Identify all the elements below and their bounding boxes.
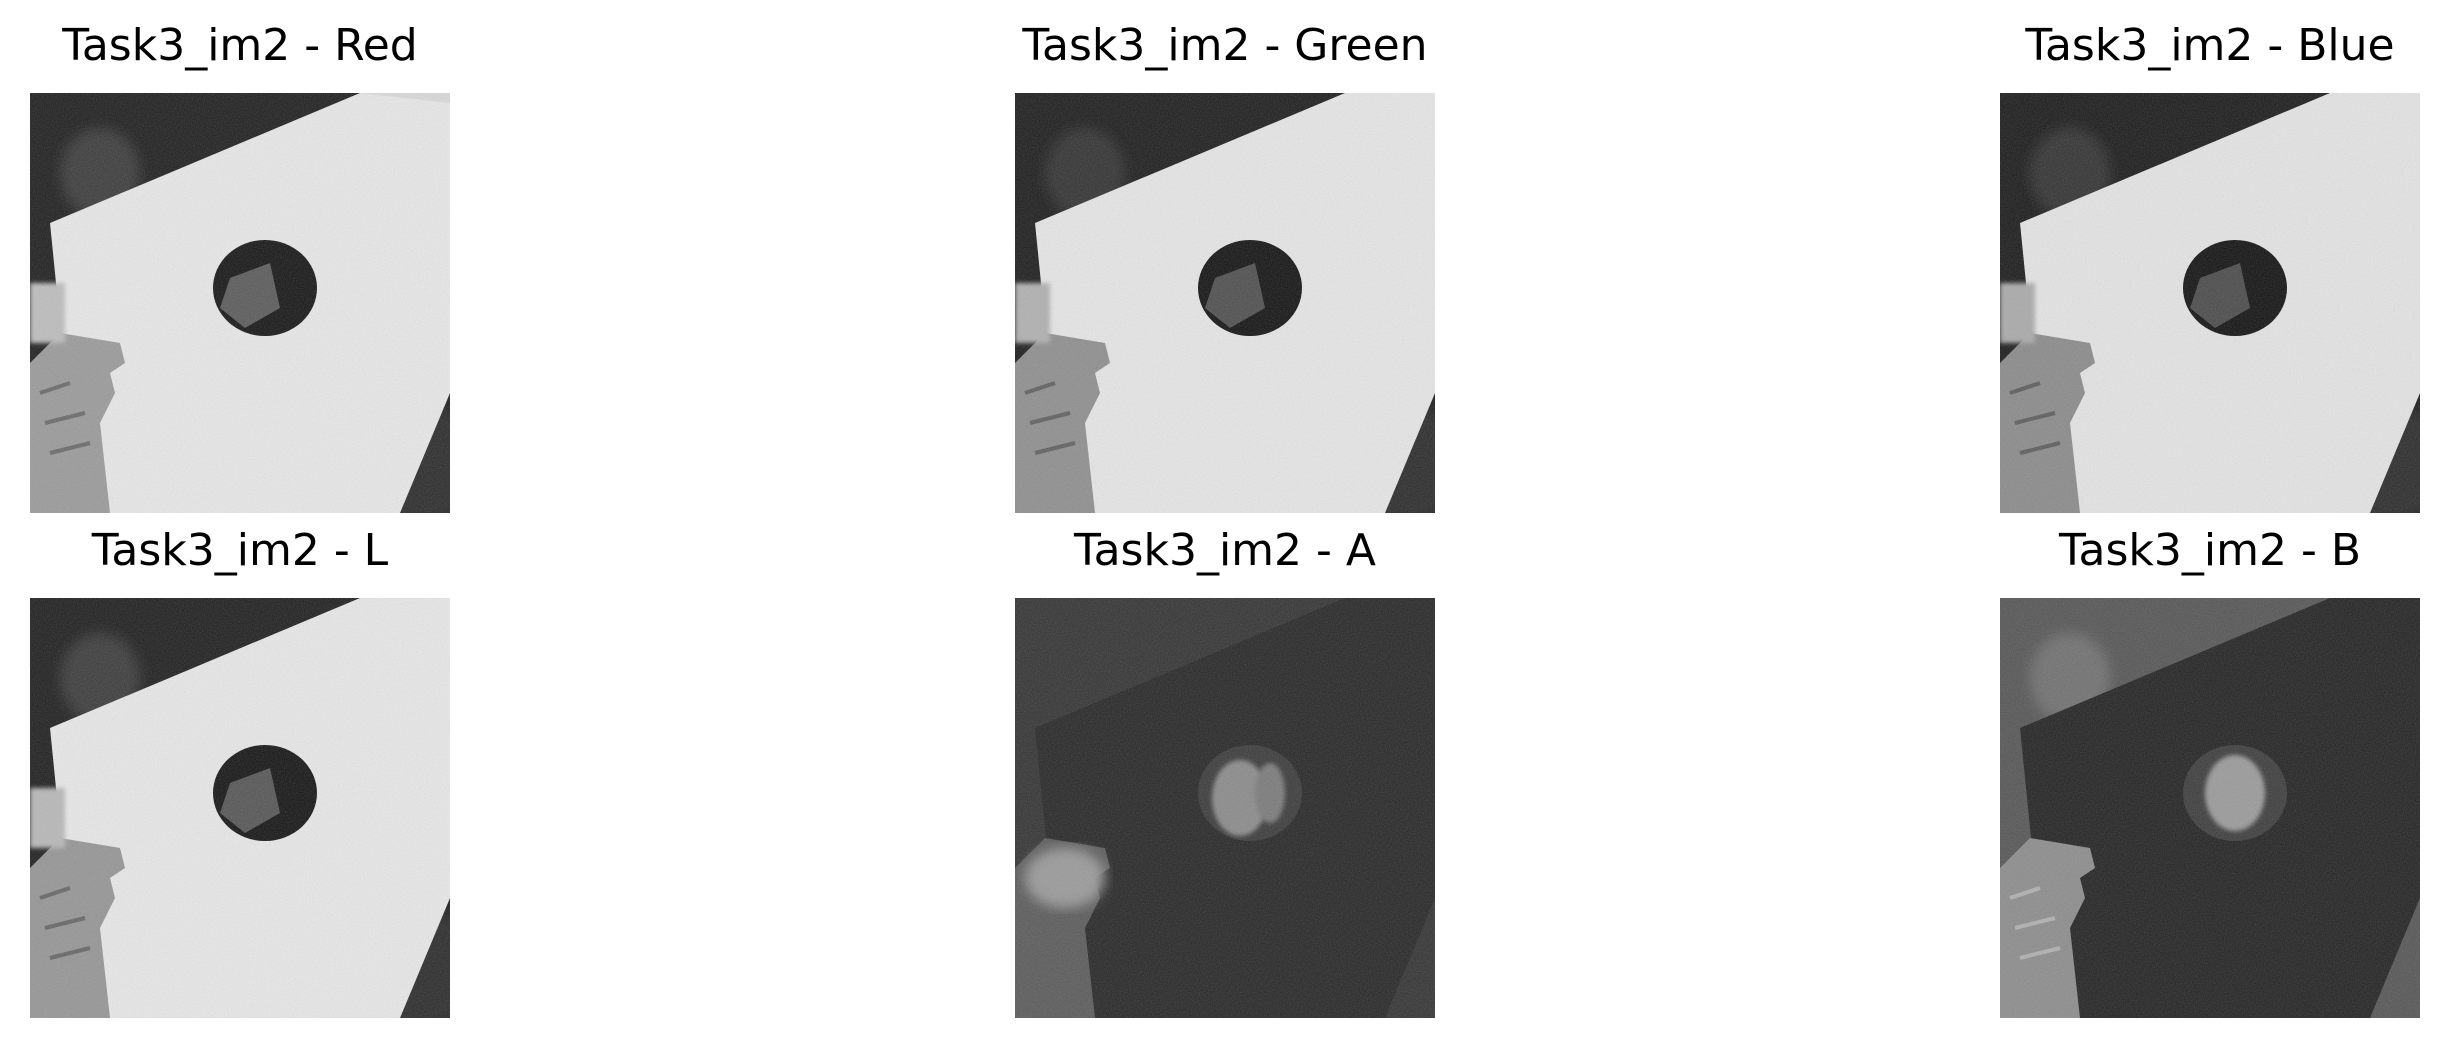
hand-shape — [30, 333, 125, 513]
channel-image-green — [1015, 93, 1435, 513]
panel-title: Task3_im2 - B — [2058, 525, 2362, 576]
panel-title: Task3_im2 - L — [91, 525, 389, 576]
channel-image-l — [30, 598, 450, 1018]
panel-title: Task3_im2 - Red — [62, 20, 418, 71]
panel-title: Task3_im2 - Green — [1022, 20, 1428, 71]
channel-image-blue — [2000, 93, 2420, 513]
channel-image-b — [2000, 598, 2420, 1018]
panel-title: Task3_im2 - A — [1074, 525, 1376, 576]
channel-image-a — [1015, 598, 1435, 1018]
channel-image-red — [30, 93, 450, 513]
panel-title: Task3_im2 - Blue — [2025, 20, 2395, 71]
